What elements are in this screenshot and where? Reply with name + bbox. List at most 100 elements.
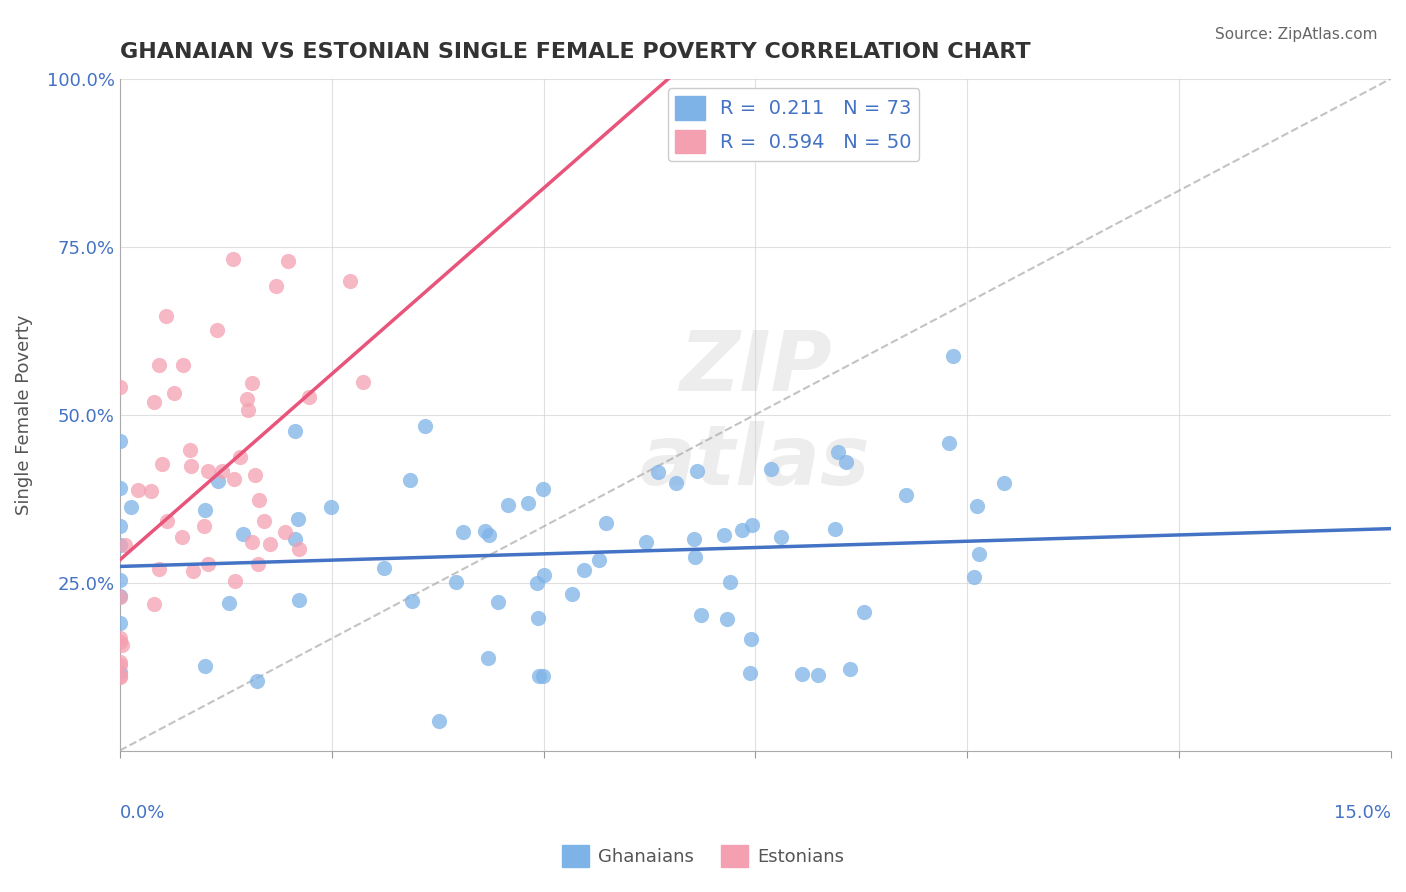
Point — [150, 457, 173, 471]
Point — [807, 667, 830, 681]
Point — [108, 615, 131, 630]
Point — [108, 590, 131, 604]
Point — [718, 574, 741, 589]
Y-axis label: Single Female Poverty: Single Female Poverty — [15, 314, 32, 515]
Point — [531, 482, 554, 496]
Point — [163, 386, 186, 401]
Point — [224, 574, 246, 589]
Point — [108, 589, 131, 603]
Point — [561, 587, 583, 601]
Point — [288, 542, 311, 557]
Point — [108, 670, 131, 684]
Point — [108, 635, 131, 649]
Point — [993, 475, 1015, 490]
Point — [240, 535, 263, 549]
Point — [686, 464, 709, 478]
Point — [142, 597, 165, 611]
Point — [474, 524, 496, 538]
Point — [427, 714, 450, 729]
Point — [298, 390, 321, 404]
Point — [264, 279, 287, 293]
Point — [824, 522, 846, 536]
Point — [527, 611, 550, 625]
Point — [759, 462, 782, 476]
Point — [193, 519, 215, 533]
Point — [181, 564, 204, 578]
Point — [259, 537, 281, 551]
Point — [516, 496, 538, 510]
Point — [114, 539, 136, 553]
Point — [108, 657, 131, 672]
Point — [966, 499, 988, 513]
Point — [741, 518, 763, 533]
Point — [527, 669, 550, 683]
Point — [969, 547, 991, 561]
Point — [413, 419, 436, 434]
Legend: Ghanaians, Estonians: Ghanaians, Estonians — [555, 838, 851, 874]
Point — [399, 473, 422, 487]
Point — [683, 533, 706, 547]
Point — [111, 639, 134, 653]
Point — [108, 669, 131, 683]
Point — [108, 434, 131, 449]
Text: GHANAIAN VS ESTONIAN SINGLE FEMALE POVERTY CORRELATION CHART: GHANAIAN VS ESTONIAN SINGLE FEMALE POVER… — [120, 42, 1031, 62]
Point — [120, 500, 142, 515]
Point — [197, 557, 219, 571]
Point — [224, 472, 246, 486]
Point — [245, 674, 267, 689]
Point — [232, 526, 254, 541]
Point — [194, 658, 217, 673]
Point — [108, 519, 131, 533]
Point — [148, 358, 170, 372]
Point — [277, 253, 299, 268]
Point — [572, 563, 595, 577]
Point — [207, 474, 229, 488]
Point — [156, 515, 179, 529]
Point — [179, 442, 201, 457]
Point — [284, 424, 307, 438]
Point — [108, 380, 131, 394]
Point — [194, 503, 217, 517]
Point — [716, 612, 738, 626]
Point — [108, 573, 131, 587]
Point — [180, 458, 202, 473]
Point — [486, 595, 509, 609]
Point — [531, 669, 554, 683]
Point — [444, 575, 467, 590]
Point — [274, 525, 297, 540]
Point — [690, 608, 713, 623]
Point — [636, 534, 658, 549]
Text: Source: ZipAtlas.com: Source: ZipAtlas.com — [1215, 27, 1378, 42]
Point — [770, 530, 793, 544]
Point — [498, 499, 520, 513]
Point — [963, 570, 986, 584]
Point — [740, 666, 762, 681]
Point — [108, 481, 131, 495]
Point — [127, 483, 149, 498]
Point — [401, 593, 423, 607]
Point — [665, 475, 688, 490]
Point — [339, 275, 361, 289]
Point — [647, 465, 669, 479]
Point — [839, 662, 862, 676]
Point — [588, 552, 610, 566]
Point — [236, 403, 259, 417]
Point — [108, 538, 131, 552]
Point — [247, 557, 270, 571]
Point — [252, 514, 274, 528]
Point — [236, 392, 259, 406]
Point — [533, 567, 555, 582]
Legend: R =  0.211   N = 73, R =  0.594   N = 50: R = 0.211 N = 73, R = 0.594 N = 50 — [668, 88, 920, 161]
Point — [790, 667, 813, 681]
Point — [197, 464, 219, 478]
Point — [713, 528, 735, 542]
Point — [148, 562, 170, 576]
Point — [172, 359, 194, 373]
Point — [247, 493, 270, 508]
Point — [731, 523, 754, 537]
Point — [478, 528, 501, 542]
Point — [827, 445, 849, 459]
Point — [477, 651, 499, 665]
Point — [240, 376, 263, 390]
Text: 15.0%: 15.0% — [1334, 805, 1391, 822]
